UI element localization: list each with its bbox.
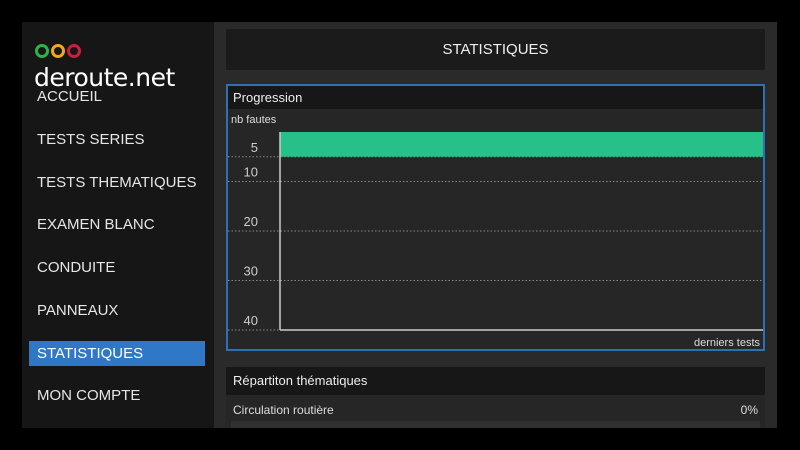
- x-axis-label: derniers tests: [694, 337, 761, 349]
- repartition-panel: Répartiton thématiques Circulation routi…: [226, 367, 765, 428]
- theme-row: Circulation routière 0%: [226, 395, 765, 417]
- sidebar-item-panneaux[interactable]: PANNEAUX: [37, 302, 119, 319]
- y-tick-label: 20: [244, 214, 258, 229]
- sidebar-item-mon-compte[interactable]: MON COMPTE: [37, 387, 141, 404]
- sidebar-item-tests-series[interactable]: TESTS SERIES: [37, 131, 145, 148]
- app: deroute.net ACCUEIL TESTS SERIES TESTS THE…: [22, 22, 777, 428]
- theme-label: Circulation routière: [233, 403, 334, 417]
- sidebar-item-tests-thematiques[interactable]: TESTS THEMATIQUES: [37, 174, 197, 191]
- theme-progress-bar: [231, 421, 760, 428]
- sidebar-item-statistiques[interactable]: STATISTIQUES: [29, 341, 205, 366]
- y-tick-label: 10: [244, 165, 258, 180]
- progression-panel: Progression nb fautes 5 10 20 30 40 derniers t…: [226, 84, 765, 351]
- page-title: STATISTIQUES: [226, 29, 765, 70]
- logo-text: deroute.net: [34, 63, 175, 92]
- progression-chart: nb fautes 5 10 20 30 40 derniers tests: [228, 109, 763, 349]
- chart-header: [228, 109, 763, 129]
- theme-value: 0%: [740, 403, 758, 417]
- progression-title: Progression: [228, 86, 763, 109]
- logo[interactable]: deroute.net: [34, 34, 214, 92]
- y-tick-label: 5: [251, 140, 258, 155]
- repartition-title: Répartiton thématiques: [226, 367, 765, 395]
- data-area: [280, 132, 763, 157]
- sidebar-item-examen-blanc[interactable]: EXAMEN BLANC: [37, 216, 155, 233]
- sidebar: deroute.net ACCUEIL TESTS SERIES TESTS THE…: [22, 22, 214, 428]
- y-tick-label: 40: [244, 313, 258, 328]
- y-axis-label: nb fautes: [231, 114, 277, 126]
- sidebar-item-conduite[interactable]: CONDUITE: [37, 259, 116, 276]
- sidebar-item-accueil[interactable]: ACCUEIL: [37, 88, 103, 105]
- y-tick-label: 30: [244, 264, 258, 279]
